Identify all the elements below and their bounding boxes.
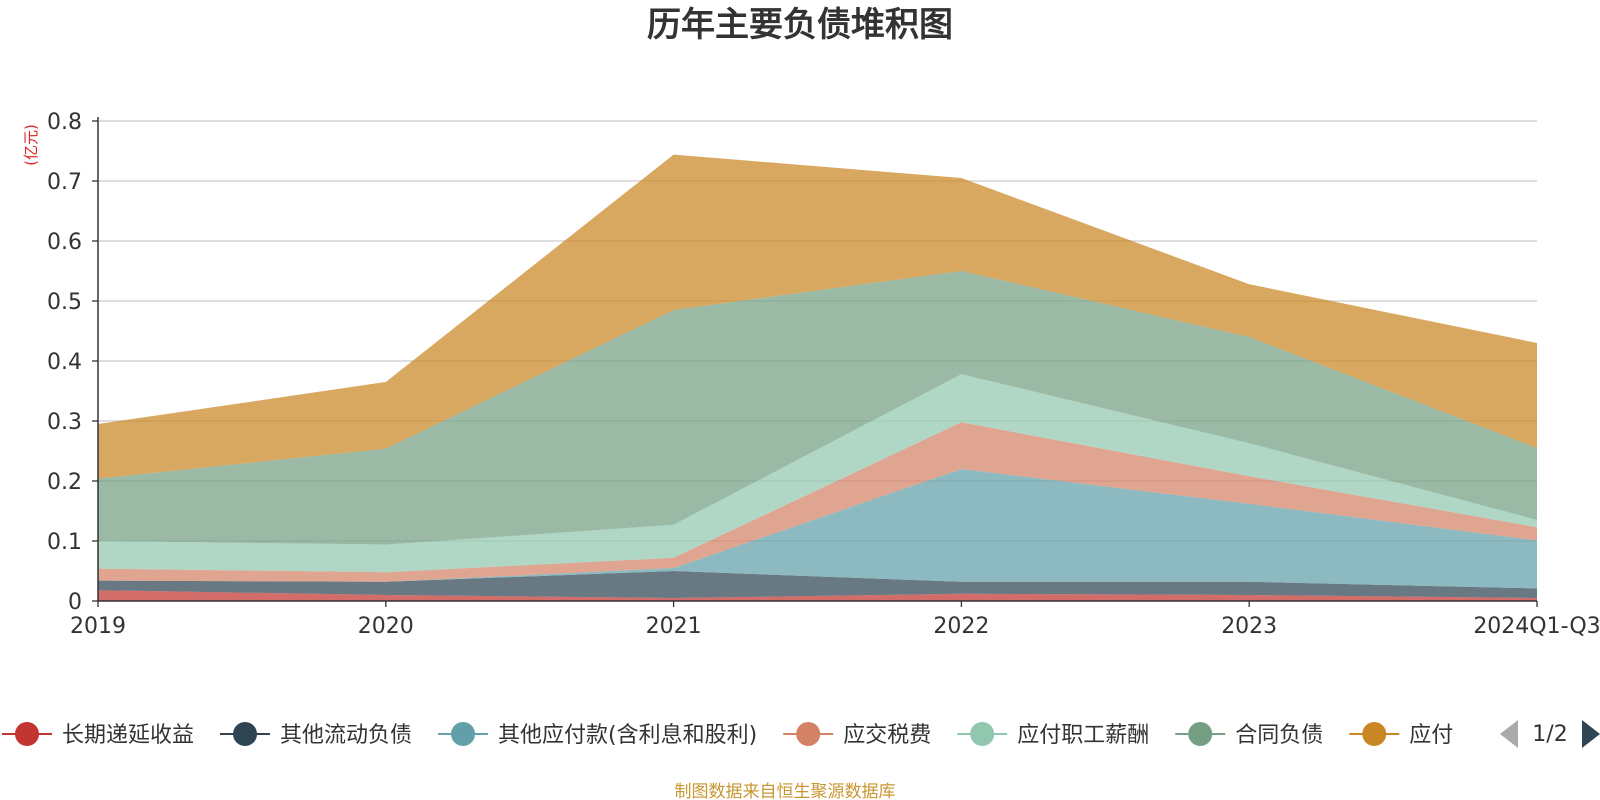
x-tick-label: 2023: [1221, 614, 1277, 639]
area-长期递延收益[interactable]: [98, 590, 1537, 601]
area-其他流动负债[interactable]: [98, 571, 1537, 598]
legend-item[interactable]: 应付: [1349, 722, 1453, 748]
area-应交税费[interactable]: [98, 422, 1537, 582]
legend-label: 合同负债: [1235, 723, 1323, 748]
legend-marker: [1188, 722, 1213, 746]
area-应付职工薪酬[interactable]: [98, 374, 1537, 573]
x-tick-label: 2019: [70, 614, 126, 639]
y-tick-label: 0.3: [47, 410, 82, 435]
next-page-icon[interactable]: [1582, 720, 1600, 748]
y-axis-unit-label: (亿元): [22, 124, 40, 166]
legend-label: 其他应付款(含利息和股利): [498, 723, 757, 748]
y-tick-label: 0.6: [47, 230, 82, 255]
legend-label: 应付职工薪酬: [1017, 723, 1149, 748]
prev-page-icon[interactable]: [1500, 720, 1518, 748]
x-tick-label: 2020: [358, 614, 414, 639]
y-tick-label: 0.4: [47, 350, 82, 375]
area-合同负债[interactable]: [98, 271, 1537, 545]
legend-item[interactable]: 合同负债: [1175, 722, 1323, 748]
legend-marker: [796, 722, 821, 746]
legend-item[interactable]: 应付职工薪酬: [957, 722, 1149, 748]
legend-label: 长期递延收益: [62, 723, 194, 748]
y-tick-label: 0.7: [47, 170, 82, 195]
y-tick-label: 0.1: [47, 530, 82, 555]
legend-item[interactable]: 其他流动负债: [220, 722, 412, 748]
pager-label: 1/2: [1532, 722, 1567, 747]
legend-marker: [451, 722, 476, 746]
legend-item[interactable]: 其他应付款(含利息和股利): [438, 722, 757, 748]
y-tick-label: 0.5: [47, 290, 82, 315]
legend-item[interactable]: 应交税费: [783, 722, 931, 748]
legend-label: 应付: [1409, 723, 1453, 748]
legend-marker: [1362, 722, 1387, 746]
chart-title: 历年主要负债堆积图: [647, 5, 953, 45]
x-tick-label: 2022: [933, 614, 989, 639]
axes: 0 0.1 0.2 0.3 0.4 0.5 0.6 0.7 0.8 2019 2020 2021 202…: [47, 110, 1600, 639]
x-tick-label: 2021: [646, 614, 702, 639]
legend-label: 应交税费: [843, 723, 931, 748]
area-series[interactable]: [98, 154, 1537, 601]
legend[interactable]: 长期递延收益 其他流动负债 其他应付款(含利息和股利) 应交税费 应付职工薪酬 合同负债 应…: [2, 722, 1453, 748]
y-tick-label: 0.2: [47, 470, 82, 495]
x-tick-label: 2024Q1-Q3: [1473, 614, 1600, 639]
source-note: 制图数据来自恒生聚源数据库: [675, 782, 896, 800]
legend-label: 其他流动负债: [280, 723, 412, 748]
legend-marker: [233, 722, 258, 746]
legend-marker: [15, 722, 39, 746]
area-应付账款[interactable]: [98, 154, 1537, 479]
legend-item[interactable]: 长期递延收益: [2, 722, 194, 748]
legend-marker: [970, 722, 995, 746]
area-其他应付款(含利息和股利)[interactable]: [98, 469, 1537, 589]
y-tick-label: 0: [68, 590, 82, 615]
y-tick-label: 0.8: [47, 110, 82, 135]
legend-pager[interactable]: 1/2: [1500, 720, 1600, 748]
